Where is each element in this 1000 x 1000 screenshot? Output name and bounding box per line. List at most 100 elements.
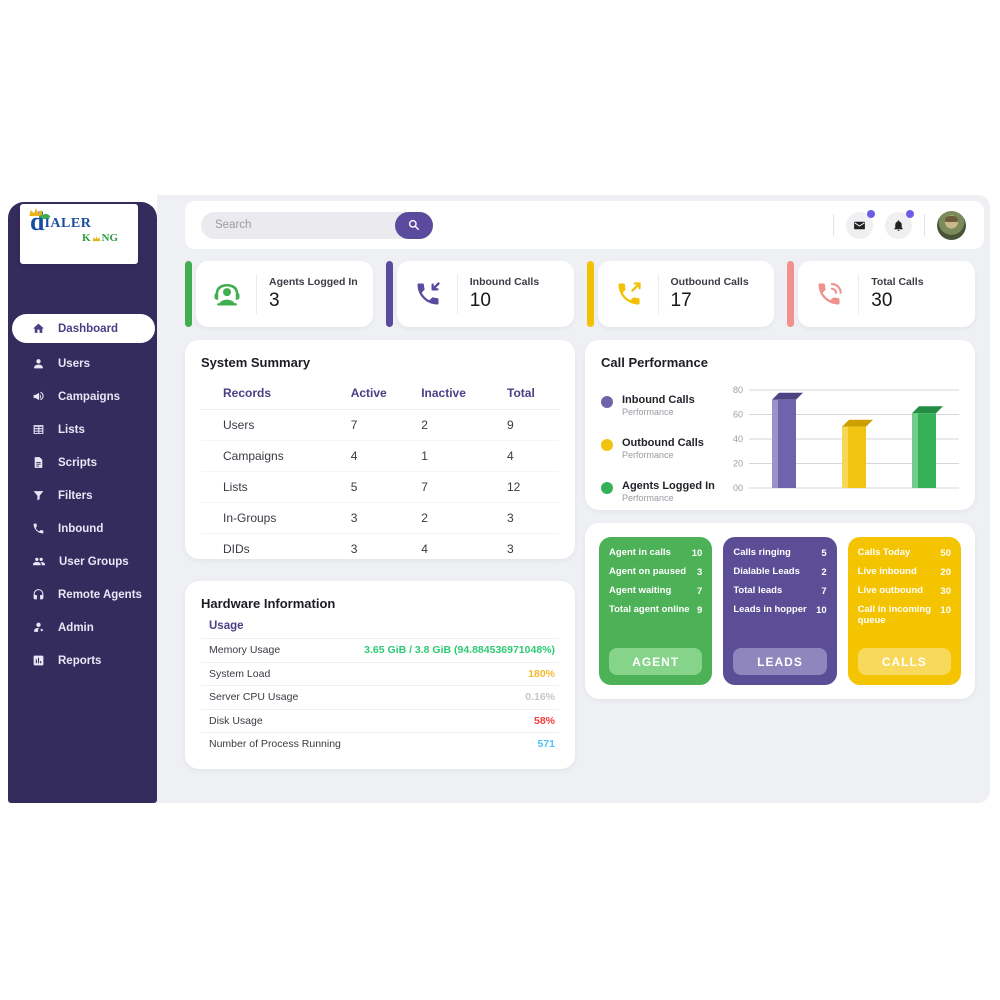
calls-button[interactable]: CALLS	[857, 648, 951, 675]
table-row: Lists 5 7 12	[201, 471, 559, 503]
system-load-value: 180%	[528, 667, 555, 680]
headset-icon	[33, 589, 44, 600]
stat-cards-row: Agents Logged In 3 Inbound Calls	[185, 261, 975, 327]
sidebar-item-filters[interactable]: Filters	[8, 479, 157, 512]
people-icon	[33, 557, 45, 566]
stat-card-agents-logged-in: Agents Logged In 3	[185, 261, 373, 327]
cpu-usage-value: 0.16%	[525, 691, 555, 704]
list-item: Live outbound 30	[857, 585, 951, 597]
sidebar-item-campaigns[interactable]: Campaigns	[8, 380, 157, 413]
phone-outbound-icon	[612, 280, 646, 308]
svg-text:20: 20	[733, 459, 743, 469]
legend-item: Outbound Calls Performance	[601, 437, 719, 460]
list-item: Total agent online 9	[609, 604, 703, 616]
sidebar-item-admin[interactable]: Admin	[8, 611, 157, 644]
hardware-row: System Load 180%	[201, 661, 559, 686]
hardware-title: Hardware Information	[201, 596, 336, 611]
stat-card-outbound-calls: Outbound Calls 17	[586, 261, 775, 327]
hardware-row: Server CPU Usage 0.16%	[201, 685, 559, 709]
user-icon	[34, 359, 43, 369]
divider	[256, 274, 257, 314]
megaphone-icon	[33, 391, 44, 401]
sidebar-item-lists[interactable]: Lists	[8, 413, 157, 446]
agent-status-card: Agent in calls 10 Agent on paused 3 Agent …	[599, 537, 713, 685]
svg-text:40: 40	[733, 434, 743, 444]
sidebar-item-inbound[interactable]: Inbound	[8, 512, 157, 545]
usage-section-label: Usage	[209, 620, 244, 632]
bell-icon	[894, 219, 903, 231]
sidebar-item-user-groups[interactable]: User Groups	[8, 545, 157, 578]
hardware-row: Disk Usage 58%	[201, 708, 559, 733]
list-item: Calls Today 50	[857, 547, 951, 559]
stat-value: 3	[269, 290, 280, 311]
crown-mini-icon	[92, 235, 100, 241]
chart-legend: Inbound Calls Performance Outbound Calls…	[601, 376, 719, 523]
sidebar-item-scripts[interactable]: Scripts	[8, 446, 157, 479]
stat-value: 10	[469, 290, 491, 311]
sidebar-item-users[interactable]: Users	[8, 347, 157, 380]
notifications-button[interactable]	[885, 209, 914, 239]
phone-ringing-icon	[812, 280, 846, 308]
legend-dot	[601, 396, 613, 408]
list-item: Live inbound 20	[857, 566, 951, 578]
brand-text-ng: NG	[101, 232, 119, 244]
list-item: Agent in calls 10	[609, 547, 703, 559]
sidebar-nav: Dashboard Users Campaigns Lists Scripts	[8, 314, 157, 677]
divider	[833, 214, 834, 236]
svg-text:60: 60	[733, 410, 743, 420]
sidebar-item-dashboard[interactable]: Dashboard	[12, 314, 155, 343]
agent-button[interactable]: AGENT	[609, 648, 703, 675]
user-avatar[interactable]	[937, 210, 966, 240]
table-icon	[33, 425, 44, 434]
messages-button[interactable]	[846, 209, 875, 239]
list-item: Agent on paused 3	[609, 566, 703, 578]
process-count-value: 571	[537, 738, 555, 751]
admin-icon	[34, 622, 44, 632]
topbar	[185, 201, 984, 249]
report-chart-icon	[33, 655, 44, 666]
brand-text-k: K	[81, 232, 91, 244]
system-summary-title: System Summary	[201, 355, 311, 370]
memory-usage-value: 3.65 GiB / 3.8 GiB (94.884536971048%)	[364, 644, 555, 657]
brand-logo[interactable]: d IALER K NG	[20, 204, 138, 264]
funnel-icon	[33, 491, 44, 501]
divider	[858, 274, 860, 314]
mail-icon	[854, 221, 865, 229]
call-performance-title: Call Performance	[601, 355, 708, 370]
divider	[456, 274, 458, 314]
legend-item: Inbound Calls Performance	[601, 394, 719, 417]
hardware-row: Memory Usage 3.65 GiB / 3.8 GiB (94.8845…	[201, 638, 559, 662]
legend-dot	[601, 439, 613, 451]
sidebar-item-reports[interactable]: Reports	[8, 644, 157, 677]
legend-item: Agents Logged In Performance	[601, 480, 719, 503]
stat-card-inbound-calls: Inbound Calls 10	[385, 261, 574, 327]
hardware-information-card: Hardware Information Usage Memory Usage …	[185, 581, 575, 769]
accent-bar	[586, 261, 594, 327]
notifications-badge	[906, 209, 914, 218]
stat-value: 30	[871, 290, 893, 311]
leads-button[interactable]: LEADS	[733, 648, 827, 675]
legend-dot	[601, 482, 613, 494]
divider	[924, 214, 925, 236]
searchbox	[201, 211, 433, 239]
sidebar: d IALER K NG Dashboard Users	[8, 202, 157, 803]
content-area: Agents Logged In 3 Inbound Calls	[157, 195, 990, 803]
search-input[interactable]	[201, 211, 433, 239]
call-performance-chart: 00 20 40 60 80	[733, 385, 959, 493]
sidebar-item-remote-agents[interactable]: Remote Agents	[8, 578, 157, 611]
accent-bar	[385, 261, 393, 327]
stat-value: 17	[670, 290, 692, 311]
home-icon	[33, 323, 44, 333]
crown-icon	[28, 204, 44, 222]
phone-icon	[33, 523, 44, 534]
phone-inbound-icon	[411, 280, 445, 308]
accent-bar	[185, 261, 192, 327]
search-button[interactable]	[395, 211, 433, 239]
agent-at-desk-icon	[210, 279, 244, 309]
